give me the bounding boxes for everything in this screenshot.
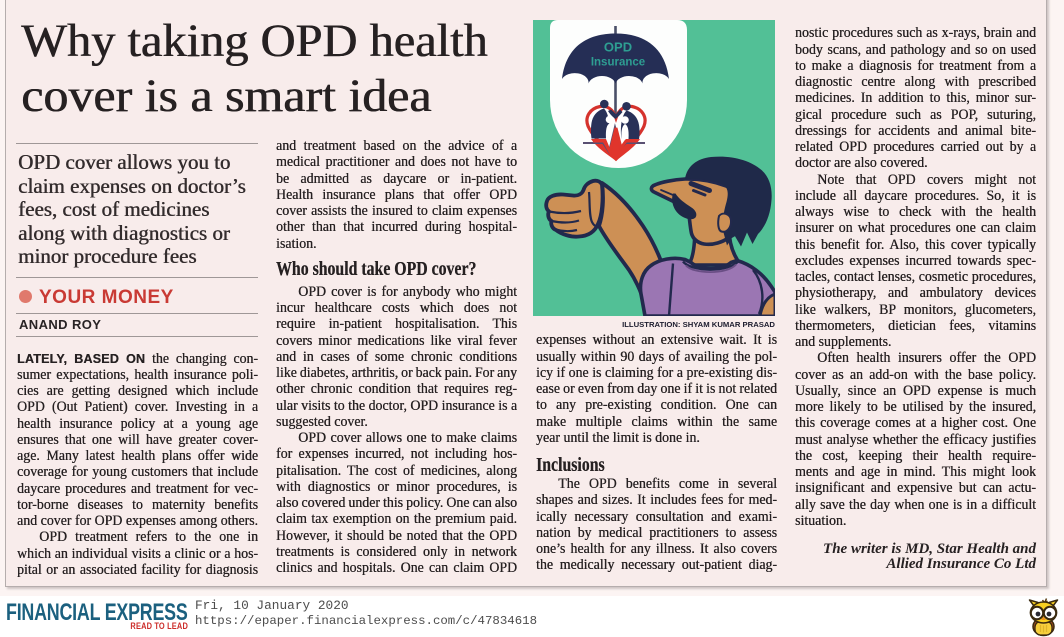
svg-text:OPD: OPD [604,40,632,55]
svg-text:Insurance: Insurance [591,57,645,69]
